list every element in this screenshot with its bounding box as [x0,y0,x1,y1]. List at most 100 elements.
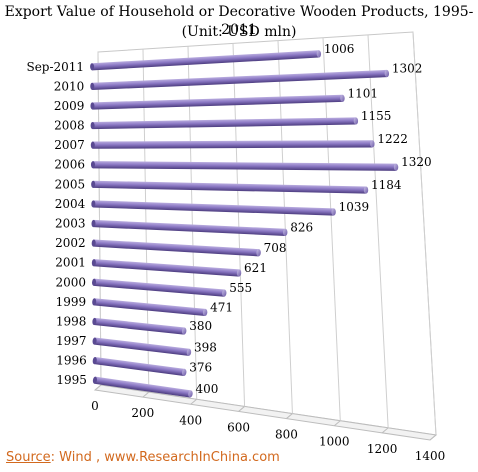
category-label: 2004 [55,197,86,211]
bar-base-cap [92,357,97,365]
bar-end-cap [202,308,208,317]
bar-base-cap [92,337,97,345]
gridline [97,51,102,386]
bar-base-cap [90,121,95,130]
bar-base-cap [90,63,95,71]
bar-body [92,94,343,110]
value-label: 1320 [401,155,432,169]
bar-base-cap [90,161,95,169]
bar-base-cap [91,180,96,188]
x-tick-label: 1400 [415,449,446,463]
bar-body [93,180,367,194]
gridline-depth [429,434,437,441]
bar [92,357,187,376]
bar-body [92,69,388,90]
value-label: 398 [194,340,217,354]
gridline-depth [286,413,293,419]
bar [92,298,208,317]
x-tick-label: 1200 [367,442,398,456]
bar [91,259,242,277]
gridline [142,49,150,393]
bar-base-cap [92,376,97,384]
bar-body [94,337,190,356]
source-label: Source [6,450,51,465]
bar-end-cap [340,94,345,102]
bar-body [91,50,320,71]
value-label: 1006 [324,42,355,56]
chart-subtitle: (Unit: USD mln) [181,24,297,40]
bar [90,50,322,71]
bar-body [93,278,225,297]
bar [90,161,399,171]
x-tick-label: 400 [179,413,202,427]
bar-body [93,259,240,277]
bar-body [94,376,191,398]
bar-base-cap [90,141,95,149]
category-label: 2003 [55,217,86,231]
bar-base-cap [91,219,96,228]
value-label: 400 [195,382,218,396]
bar-end-cap [363,186,369,194]
bar-end-cap [222,289,227,297]
bar [90,117,359,130]
category-label: Sep-2011 [26,60,84,74]
bar [91,239,261,257]
gridline-depth [142,391,150,398]
bar [90,94,345,110]
x-tick-label: 600 [227,420,250,434]
bar-base-cap [92,278,97,286]
bars [90,50,399,398]
bar-end-cap [181,327,187,335]
x-tick-label: 800 [275,428,298,442]
category-label: 2007 [54,138,85,152]
gridline-depth [333,420,341,427]
bar-body [92,161,397,171]
bar-end-cap [393,163,399,171]
bar-end-cap [182,368,187,376]
bar-body [93,298,206,317]
category-label: 2008 [54,119,85,133]
bar [91,200,336,216]
grid [93,31,438,441]
bar-body [92,140,373,149]
value-label: 1222 [377,132,408,146]
value-label: 1101 [347,86,378,100]
chart-title: Export Value of Household or Decorative … [4,4,474,38]
value-label: 1302 [392,62,423,76]
bar-base-cap [90,102,95,110]
category-label: 2002 [55,236,86,250]
bar-base-cap [90,82,95,90]
value-label: 471 [210,300,233,314]
gridline [367,34,389,428]
category-label: 1997 [56,334,87,348]
category-label: 2005 [55,177,86,191]
bar-body [92,117,356,130]
value-label: 1184 [371,178,402,192]
value-label: 380 [189,319,212,333]
category-label: 1996 [56,354,87,368]
value-label: 708 [264,241,287,255]
bar-end-cap [236,269,242,277]
bar-end-cap [283,228,288,236]
source-note: Source: Wind , www.ResearchInChina.com [6,450,280,465]
value-label: 621 [244,261,267,275]
source-text: : Wind , www.ResearchInChina.com [50,450,280,465]
bar-base-cap [92,317,97,326]
gridline-depth [190,398,198,405]
category-labels: Sep-2011 2010 2009 2008 2007 2006 2005 2004 2003… [26,60,86,387]
value-label: 555 [229,281,252,295]
category-label: 2009 [54,99,85,113]
bar [91,219,288,236]
value-label: 376 [189,360,212,374]
gridline [412,31,437,436]
category-label: 2001 [55,256,86,270]
value-label: 1155 [361,109,392,123]
bar-body [93,219,286,236]
value-label: 1039 [339,200,370,214]
category-label: 1998 [56,314,87,328]
bar-base-cap [91,239,96,247]
gridline-depth [381,427,389,434]
x-tick-labels: 0 200 400 600 800 1000 1200 1400 [91,399,445,463]
